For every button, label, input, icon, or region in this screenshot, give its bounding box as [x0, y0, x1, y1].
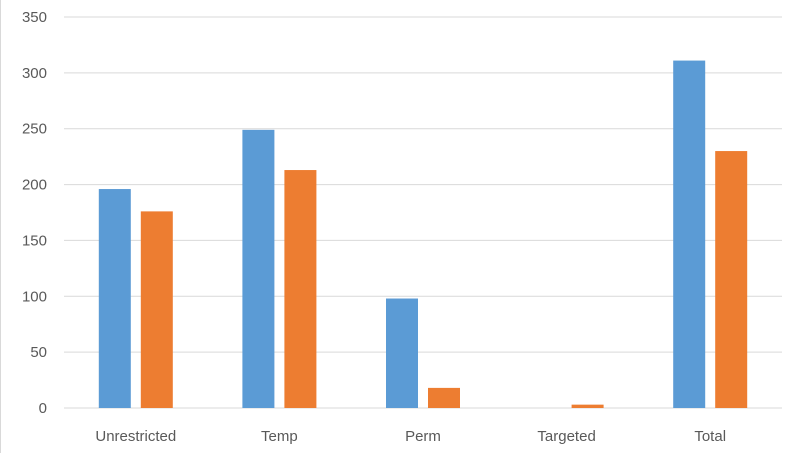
bar-series-1-unrestricted: [98, 189, 131, 408]
y-tick-label: 50: [30, 344, 47, 361]
x-tick-label-temp: Temp: [261, 428, 298, 445]
bar-series-2-perm: [428, 387, 460, 408]
bar-series-1-temp: [242, 129, 275, 408]
bar-series-2-total: [715, 151, 748, 409]
bar-series-2-targeted: [571, 404, 604, 408]
y-tick-label: 200: [22, 177, 47, 194]
x-tick-label-unrestricted: Unrestricted: [95, 428, 176, 445]
bar-series-1-perm: [386, 298, 418, 408]
y-tick-label: 100: [22, 288, 47, 305]
y-tick-label: 350: [22, 9, 47, 26]
x-tick-label-total: Total: [694, 428, 726, 445]
bar-series-2-unrestricted: [140, 211, 173, 408]
bar-series-1-total: [673, 60, 706, 408]
x-axis-tick-labels: Unrestricted Temp Perm Targeted Total: [95, 428, 726, 445]
y-tick-label: 300: [22, 65, 47, 82]
y-tick-label: 150: [22, 232, 47, 249]
y-tick-label: 250: [22, 121, 47, 138]
y-axis-tick-labels: 0 50 100 150 200 250 300 350: [22, 9, 47, 417]
bar-series-2-temp: [284, 170, 317, 408]
y-tick-label: 0: [39, 400, 47, 417]
x-tick-label-targeted: Targeted: [537, 428, 595, 445]
x-tick-label-perm: Perm: [405, 428, 441, 445]
bars: [98, 60, 748, 409]
gridlines: [64, 16, 782, 409]
